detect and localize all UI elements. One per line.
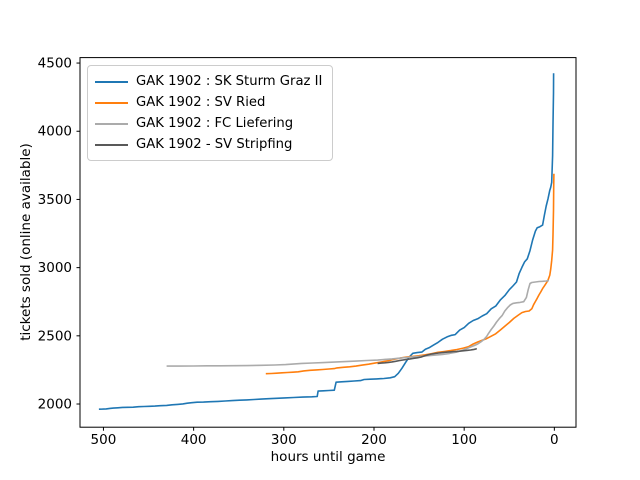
y-tick-label: 2500 xyxy=(38,328,72,344)
x-tick-label: 200 xyxy=(361,432,387,448)
series-line-3 xyxy=(377,347,478,365)
series-line-1 xyxy=(265,173,555,375)
legend: GAK 1902 : SK Sturm Graz II GAK 1902 : S… xyxy=(87,65,333,161)
x-tick-label: 400 xyxy=(181,432,207,448)
series-line-2 xyxy=(166,279,550,367)
x-tick-label: 500 xyxy=(91,432,117,448)
y-tick-label: 3500 xyxy=(38,192,72,208)
axes-frame xyxy=(79,57,577,428)
legend-item-sv-stripfing: GAK 1902 - SV Stripfing xyxy=(95,134,324,155)
legend-line-swatch xyxy=(95,80,128,83)
y-tick-label: 2000 xyxy=(38,397,72,413)
legend-line-swatch xyxy=(95,122,128,125)
legend-item-sturm-graz: GAK 1902 : SK Sturm Graz II xyxy=(95,71,324,92)
x-axis-label: hours until game xyxy=(0,449,640,465)
legend-label: GAK 1902 : SV Ried xyxy=(136,95,266,110)
x-axis-label-text: hours until game xyxy=(270,449,386,465)
legend-line-swatch xyxy=(95,101,128,104)
legend-line-swatch xyxy=(95,143,128,146)
y-tick-label: 4500 xyxy=(38,56,72,72)
y-tick-label: 3000 xyxy=(38,260,72,276)
legend-item-sv-ried: GAK 1902 : SV Ried xyxy=(95,92,324,113)
y-tick-label: 4000 xyxy=(38,124,72,140)
y-axis-label: tickets sold (online available) xyxy=(18,143,34,341)
legend-label: GAK 1902 - SV Stripfing xyxy=(136,137,293,152)
x-tick-label: 300 xyxy=(271,432,297,448)
x-tick-label: 100 xyxy=(451,432,477,448)
series-line-0 xyxy=(98,73,555,410)
legend-label: GAK 1902 : SK Sturm Graz II xyxy=(136,74,323,89)
legend-item-fc-liefering: GAK 1902 : FC Liefering xyxy=(95,113,324,134)
x-tick-label: 0 xyxy=(550,432,559,448)
legend-label: GAK 1902 : FC Liefering xyxy=(136,116,294,131)
